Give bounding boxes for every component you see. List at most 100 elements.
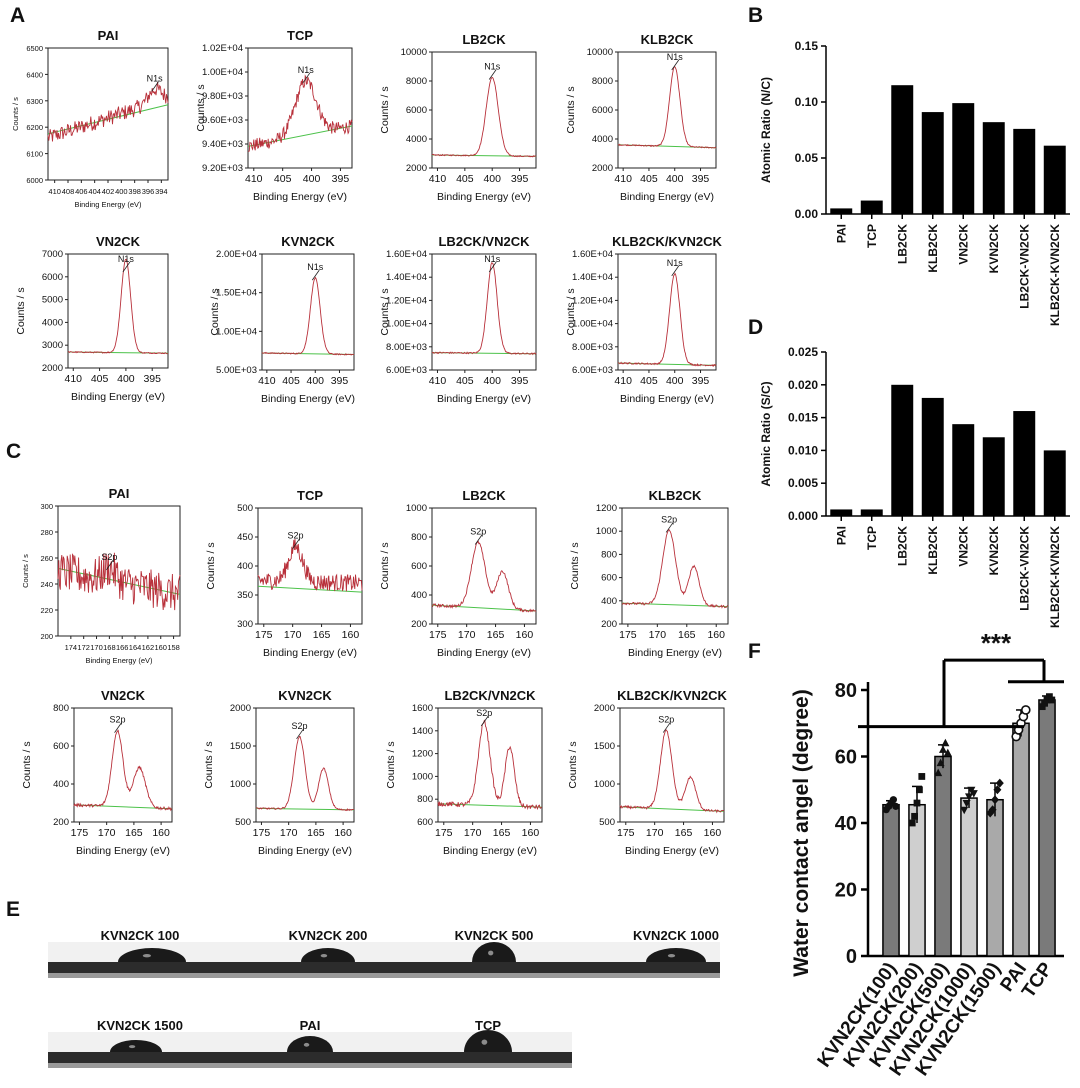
substrate-reflection	[48, 1063, 572, 1068]
x-tick-label: KLB2CK-KVN2CK	[1048, 224, 1062, 326]
y-tick-label: 400	[237, 561, 253, 572]
y-axis-label: Counts / s	[565, 288, 577, 335]
y-axis-label: Counts / s	[15, 287, 27, 334]
y-tick-label: 10000	[401, 47, 427, 58]
y-tick-label: 0.000	[788, 509, 818, 523]
y-tick-label: 6000	[592, 105, 613, 116]
substrate-reflection	[48, 973, 720, 978]
y-tick-label: 300	[237, 619, 253, 630]
bar	[830, 509, 853, 516]
spectrum-line	[257, 538, 363, 592]
water-droplet	[110, 1040, 162, 1052]
y-tick-label: 6.00E+03	[572, 365, 613, 376]
spectrum-title: KLB2CK	[649, 488, 702, 503]
y-tick-label: 6200	[26, 123, 43, 132]
spectrum-line	[261, 276, 355, 356]
x-tick-label: VN2CK	[956, 526, 970, 567]
background-line	[619, 806, 725, 812]
peak-label: S2p	[110, 715, 126, 725]
panel-label-a: A	[10, 4, 26, 27]
x-tick-label: 410	[614, 375, 632, 387]
droplet-highlight	[481, 1039, 488, 1045]
x-tick-label: 160	[522, 827, 540, 839]
x-tick-label: 405	[640, 173, 658, 185]
droplet-highlight	[142, 954, 151, 958]
y-tick-label: 40	[835, 813, 857, 835]
y-tick-label: 4000	[42, 317, 63, 328]
peak-marker	[488, 69, 497, 80]
y-tick-label: 0.025	[788, 345, 818, 359]
droplet-label: TCP	[475, 1018, 501, 1033]
plot-frame	[437, 707, 543, 823]
y-tick-label: 1.02E+04	[202, 43, 243, 54]
x-axis-label: Binding Energy (eV)	[437, 647, 531, 659]
y-tick-label: 6000	[26, 176, 43, 185]
x-tick-label: 160	[334, 827, 352, 839]
spectrum-line	[437, 719, 542, 811]
spectrum-title: VN2CK	[96, 234, 141, 249]
y-tick-label: 9.80E+03	[202, 91, 243, 102]
bar	[1043, 450, 1066, 516]
peak-marker	[114, 722, 122, 733]
spectrum-line	[617, 66, 717, 149]
bar	[891, 384, 914, 516]
x-tick-label: 405	[456, 375, 474, 387]
x-tick-label: 410	[429, 173, 447, 185]
bar	[982, 122, 1005, 214]
plot-frame	[73, 707, 173, 823]
x-tick-label: 165	[313, 629, 331, 641]
x-tick-label: 165	[493, 827, 511, 839]
peak-label: S2p	[658, 715, 674, 725]
spectrum-line	[67, 258, 169, 355]
y-axis-label: Counts / s	[565, 86, 577, 133]
x-axis-label: Binding Energy (eV)	[628, 647, 722, 659]
y-tick-label: 0.010	[788, 443, 818, 457]
spectrum-title: KLB2CK/KVN2CK	[617, 688, 727, 703]
spectrum-line	[255, 735, 355, 812]
droplet-label: KVN2CK 100	[101, 928, 180, 943]
x-tick-label: 165	[487, 629, 505, 641]
peak-marker	[662, 722, 671, 733]
data-point	[939, 745, 947, 753]
x-tick-label: 170	[458, 629, 476, 641]
y-axis-label: Counts / s	[205, 542, 217, 589]
spectrum-title: TCP	[297, 488, 323, 503]
y-tick-label: 1000	[596, 526, 617, 537]
peak-label: N1s	[484, 61, 501, 71]
droplet-label: KVN2CK 500	[455, 928, 534, 943]
y-tick-label: 800	[417, 794, 433, 805]
bar	[952, 424, 975, 516]
x-tick-label: 405	[91, 373, 109, 385]
data-point	[908, 819, 916, 827]
y-tick-label: 400	[53, 779, 69, 790]
x-axis-label: Binding Energy (eV)	[261, 393, 355, 405]
spectrum-line	[431, 76, 537, 158]
y-tick-label: 0.10	[795, 95, 819, 109]
peak-label: S2p	[101, 552, 117, 562]
data-point	[916, 786, 923, 794]
peak-label: N1s	[667, 52, 684, 62]
y-tick-label: 80	[835, 680, 857, 702]
peak-label: N1s	[147, 73, 164, 83]
x-tick-label: 175	[71, 827, 89, 839]
y-tick-label: 800	[601, 549, 617, 560]
y-tick-label: 1200	[412, 749, 433, 760]
x-tick-label: 410	[429, 375, 447, 387]
y-tick-label: 1200	[596, 503, 617, 514]
peak-label: S2p	[288, 531, 304, 541]
y-tick-label: 0.020	[788, 378, 818, 392]
spectrum-line	[73, 729, 173, 812]
y-axis-label: Counts / s	[379, 542, 391, 589]
peak-label: S2p	[476, 708, 492, 718]
y-tick-label: 0.15	[795, 39, 819, 53]
x-tick-label: 410	[258, 375, 276, 387]
x-tick-label: 165	[307, 827, 325, 839]
data-point	[993, 785, 1002, 795]
x-tick-label: PAI	[834, 224, 848, 243]
plot-frame	[247, 47, 353, 169]
spectrum-line	[617, 272, 717, 367]
x-tick-label: 170	[284, 629, 302, 641]
peak-label: S2p	[470, 526, 486, 536]
x-tick-label: 168	[103, 643, 116, 652]
panel-label-c: C	[6, 440, 22, 463]
